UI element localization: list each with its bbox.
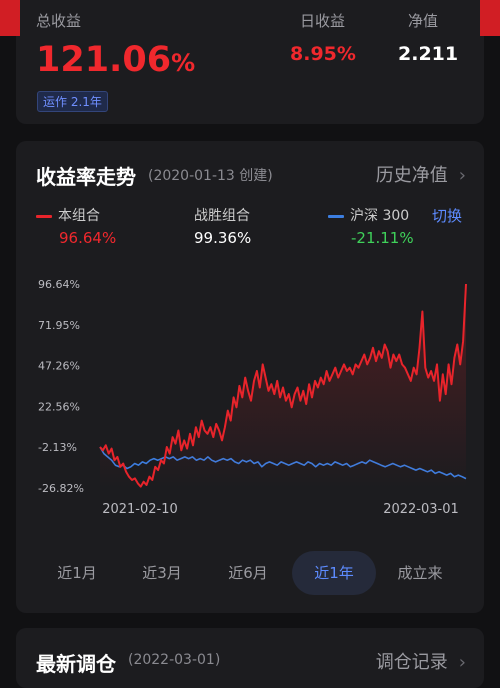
tab-range-1[interactable]: 近3月 [142, 564, 182, 582]
chevron-right-icon: › [458, 652, 466, 673]
legend-item-csi300: 沪深 300 [328, 205, 409, 225]
legend-item-benchmark-portfolio: 战胜组合 [194, 208, 250, 224]
y-tick-label: -26.82% [38, 482, 84, 495]
daily-return-value: 8.95% [290, 43, 356, 65]
total-return-value: 121.06% [36, 40, 195, 80]
x-axis-end-label: 2022-03-01 [383, 502, 459, 517]
nav-label: 净值 [408, 12, 439, 30]
portfolio-area-fill [100, 284, 466, 488]
y-tick-label: 96.64% [38, 278, 80, 291]
y-tick-label: -2.13% [38, 441, 77, 454]
rebalance-title: 最新调仓 [36, 652, 116, 676]
return-chart: 96.64% 71.95% 47.26% 22.56% -2.13% -26.82% 20… [38, 278, 467, 517]
legend-item-portfolio: 本组合 [36, 205, 100, 225]
chevron-right-icon: › [458, 165, 466, 186]
tab-range-3[interactable]: 近1年 [292, 551, 376, 595]
portfolio-series-line [99, 283, 467, 488]
switch-button[interactable]: 切换 [432, 207, 463, 225]
tab-range-0[interactable]: 近1月 [57, 564, 97, 582]
legend-value-benchmark-portfolio: 99.36% [194, 229, 252, 247]
rebalance-history-link[interactable]: 调仓记录 › [376, 648, 466, 674]
red-corner-decoration [0, 0, 20, 36]
daily-return-label: 日收益 [300, 12, 346, 30]
y-tick-label: 22.56% [38, 400, 80, 413]
return-trend-card: 收益率走势 (2020-01-13 创建) 历史净值 › 本组合 96.64% … [16, 141, 484, 613]
y-tick-label: 71.95% [38, 319, 80, 332]
total-return-number: 121.06 [36, 40, 172, 80]
card-title: 收益率走势 [36, 165, 136, 189]
created-date: (2020-01-13 创建) [148, 168, 273, 184]
total-return-unit: % [171, 49, 196, 77]
legend-value-portfolio: 96.64% [59, 229, 117, 247]
legend-value-csi300: -21.11% [351, 229, 414, 247]
blue-line-icon [328, 214, 344, 218]
tab-range-2[interactable]: 近6月 [228, 564, 268, 582]
legend-name: 沪深 300 [350, 208, 410, 224]
total-return-label: 总收益 [36, 12, 82, 30]
rebalance-card: 最新调仓 (2022-03-01) 调仓记录 › [16, 628, 484, 688]
red-line-icon [36, 214, 52, 218]
run-duration-tag: 运作 2.1年 [37, 91, 108, 112]
rebalance-history-label: 调仓记录 [375, 652, 448, 673]
legend-name: 本组合 [58, 208, 100, 224]
y-tick-label: 47.26% [38, 360, 80, 373]
history-nav-label: 历史净值 [375, 165, 448, 186]
red-corner-decoration [480, 0, 500, 36]
nav-value: 2.211 [398, 43, 459, 65]
history-nav-link[interactable]: 历史净值 › [376, 161, 466, 187]
x-axis-start-label: 2021-02-10 [102, 502, 178, 517]
rebalance-date: (2022-03-01) [128, 652, 221, 668]
tab-range-4[interactable]: 成立来 [397, 564, 443, 582]
